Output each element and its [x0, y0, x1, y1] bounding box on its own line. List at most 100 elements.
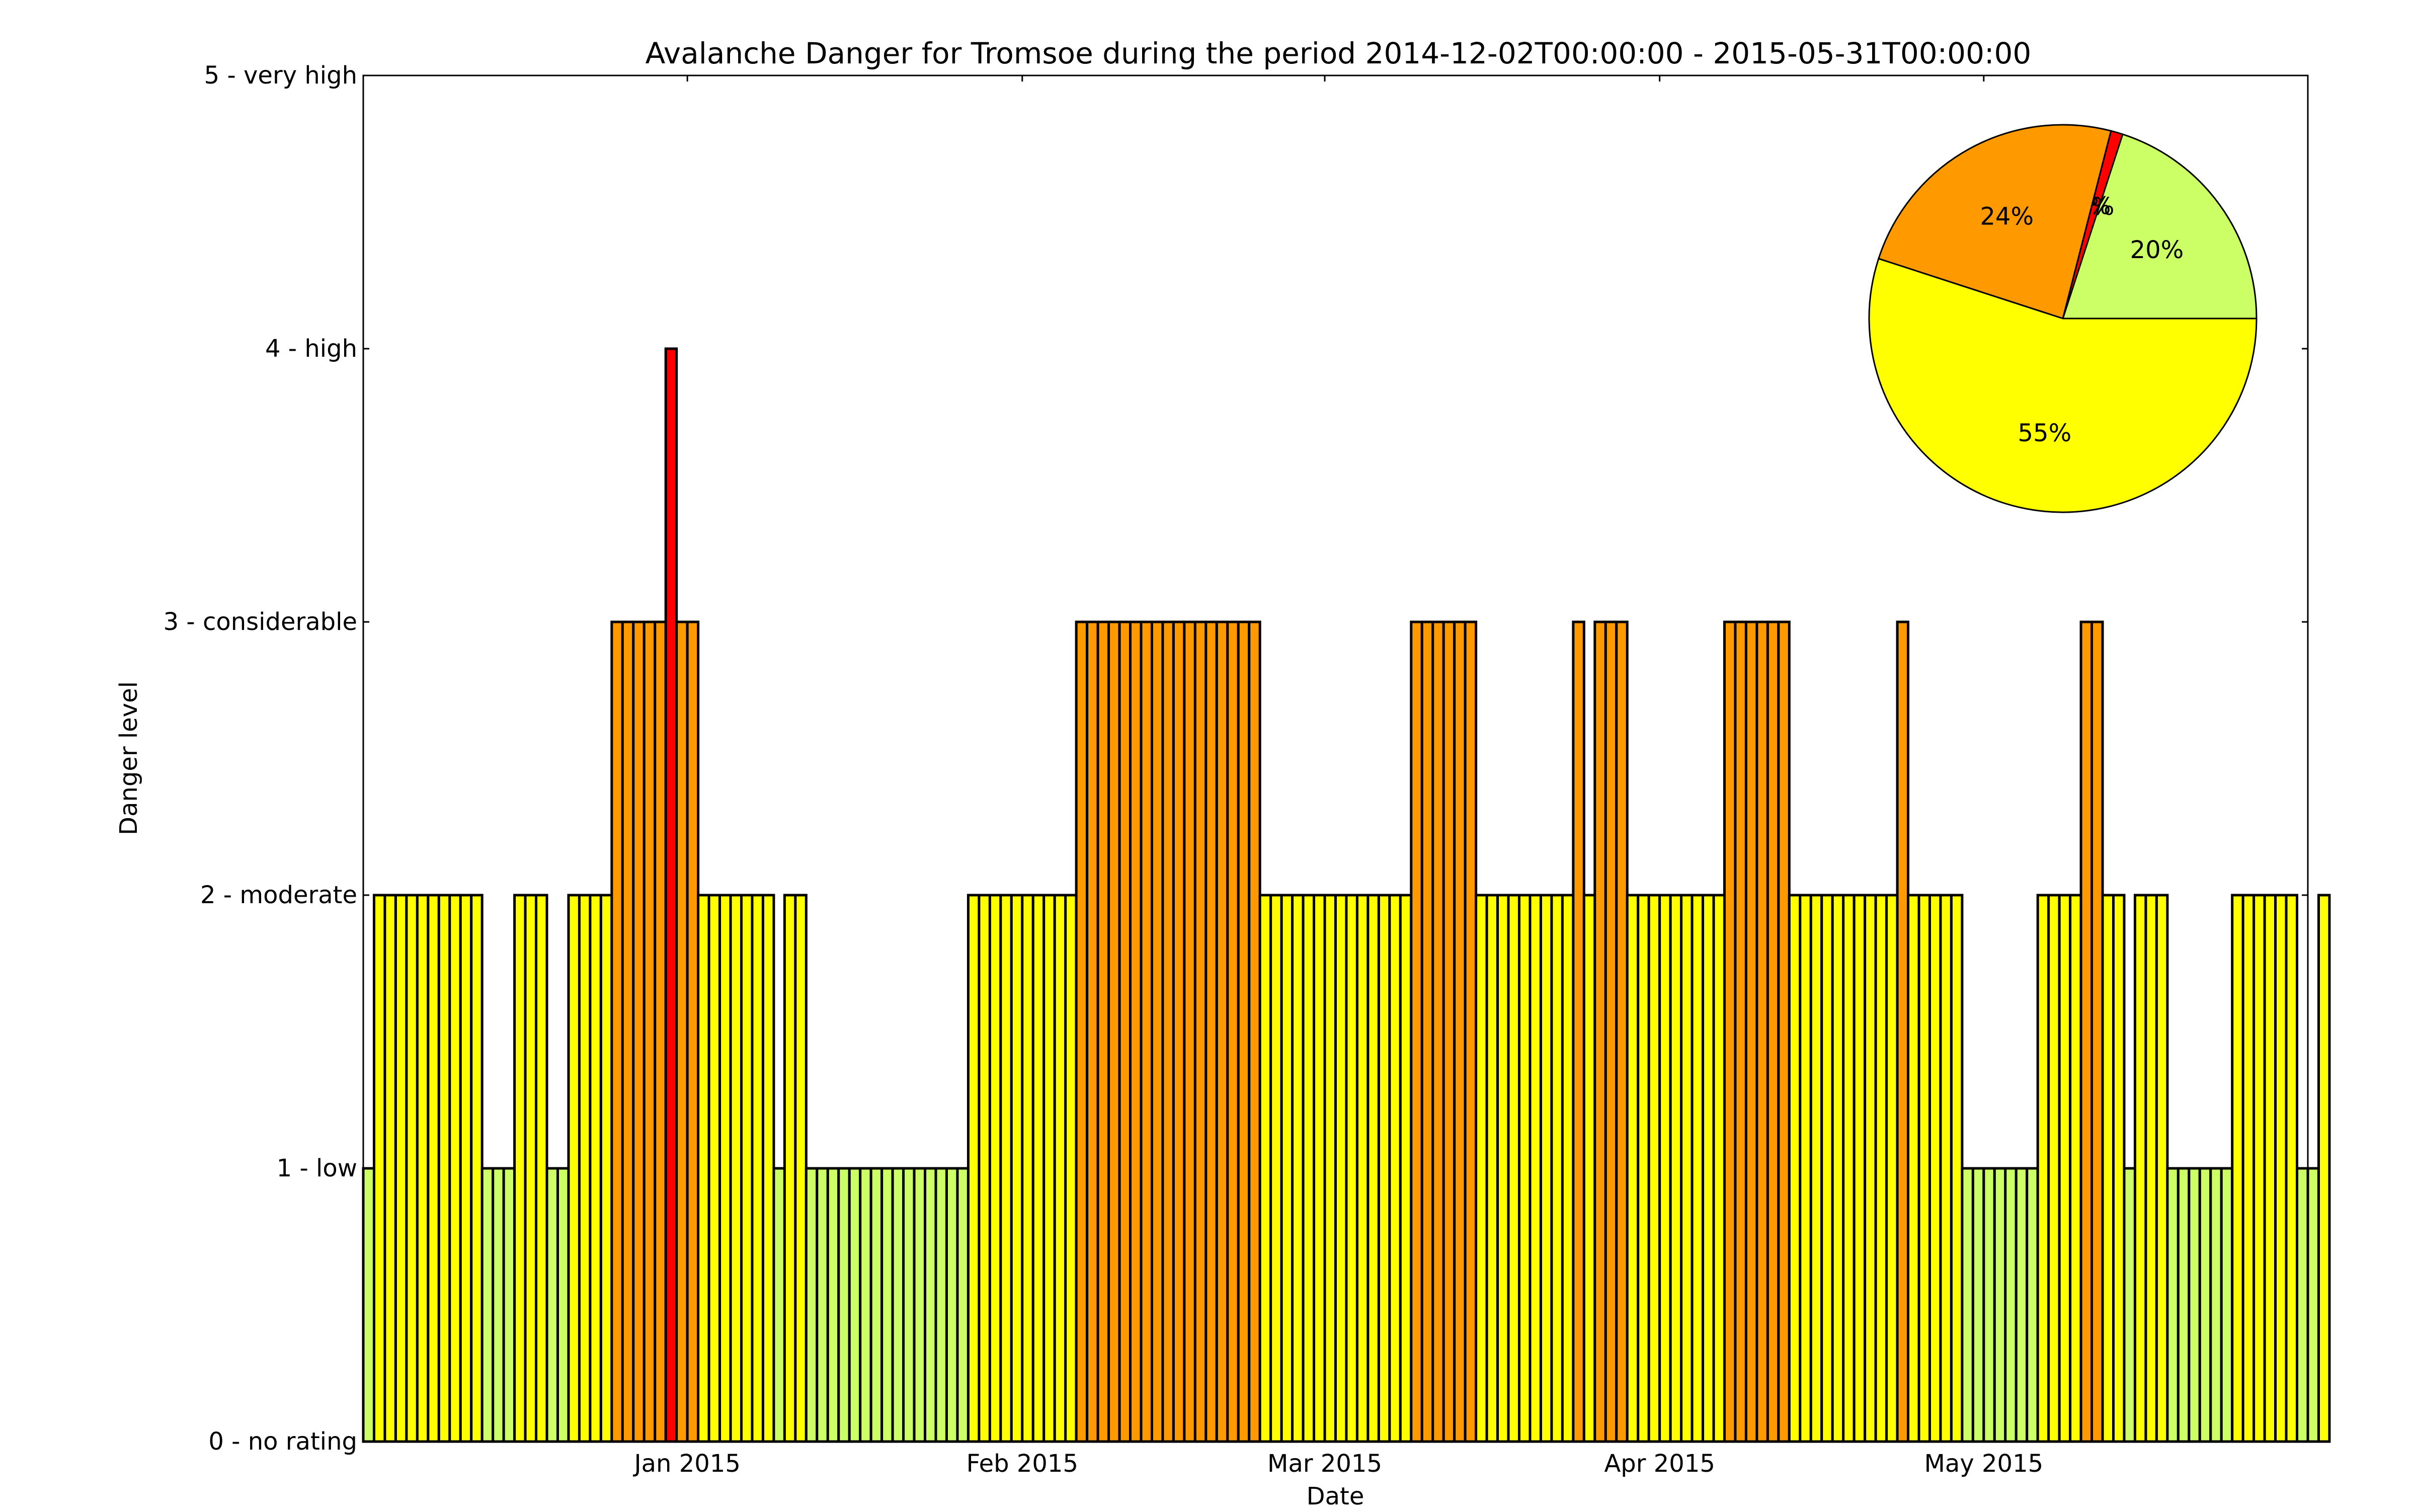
y-tick-label: 4 - high [265, 335, 357, 363]
bar [2079, 620, 2094, 1443]
bar [1129, 620, 1143, 1443]
x-tick-label: Apr 2015 [1604, 1450, 1715, 1478]
bar [1442, 620, 1456, 1443]
y-tick-label: 1 - low [277, 1154, 357, 1182]
bar [1744, 620, 1758, 1443]
bar [761, 894, 775, 1443]
bar [1226, 620, 1240, 1443]
bar [1712, 894, 1726, 1443]
y-axis-label: Danger level [115, 681, 143, 835]
bar [1485, 894, 1499, 1443]
bar [2036, 894, 2050, 1443]
pie-slice-label: 24% [1980, 203, 2034, 231]
bar [1075, 620, 1089, 1443]
bar [783, 894, 797, 1443]
bar [718, 894, 732, 1443]
bar [1777, 620, 1791, 1443]
bar [2231, 894, 2244, 1443]
bar [610, 620, 624, 1443]
bar [891, 1167, 905, 1443]
bar [1637, 894, 1650, 1443]
bar [1280, 894, 1294, 1443]
bar [1669, 894, 1683, 1443]
bar [1809, 894, 1823, 1443]
bar [1496, 894, 1510, 1443]
bar [1388, 894, 1402, 1443]
bar [1691, 894, 1705, 1443]
bar [2198, 1167, 2212, 1443]
bar [1593, 620, 1607, 1443]
bar [1010, 894, 1024, 1443]
bar [492, 1167, 505, 1443]
bar [859, 1167, 872, 1443]
bar [1539, 894, 1553, 1443]
bar [1053, 894, 1067, 1443]
bar [642, 620, 657, 1443]
bar [437, 894, 451, 1443]
bar [1313, 894, 1326, 1443]
bar [427, 894, 440, 1443]
bar [772, 1167, 786, 1443]
bar [902, 1167, 916, 1443]
bar [524, 894, 538, 1443]
bar [1518, 894, 1532, 1443]
bar [1118, 620, 1132, 1443]
bar [2220, 1167, 2234, 1443]
bar [578, 894, 592, 1443]
bar [794, 894, 808, 1443]
bar [1755, 620, 1769, 1443]
bar [956, 1167, 970, 1443]
pie-slice [1868, 258, 2258, 513]
bar [2241, 894, 2256, 1443]
bar [1550, 894, 1564, 1443]
bar [599, 894, 613, 1443]
bar [1302, 894, 1316, 1443]
bar [513, 894, 527, 1443]
bar [1042, 894, 1056, 1443]
bar [502, 1167, 516, 1443]
bar [632, 620, 646, 1443]
bar [1345, 894, 1358, 1443]
bar [1172, 620, 1186, 1443]
bar [1258, 894, 1272, 1443]
bar [880, 1167, 894, 1443]
bar [589, 894, 602, 1443]
bar [1140, 620, 1153, 1443]
bar [697, 894, 710, 1443]
bar [1161, 620, 1175, 1443]
bar [1766, 620, 1780, 1443]
bar [1237, 620, 1251, 1443]
bar [1096, 620, 1110, 1443]
bar [1323, 894, 1337, 1443]
x-tick-label: Jan 2015 [632, 1450, 740, 1478]
bar [1723, 620, 1737, 1443]
bar [1420, 620, 1434, 1443]
chart-title: Avalanche Danger for Tromsoe during the … [646, 36, 2032, 70]
bar [545, 1167, 559, 1443]
y-tick-label: 2 - moderate [200, 881, 357, 909]
bar [2263, 894, 2277, 1443]
bar [1734, 620, 1747, 1443]
pie-slice [2061, 133, 2258, 320]
bar [2015, 1167, 2029, 1443]
y-tick-label: 0 - no rating [208, 1427, 357, 1456]
bar [1334, 894, 1348, 1443]
bar [1982, 1167, 1996, 1443]
bar [1507, 894, 1521, 1443]
bar [1248, 620, 1261, 1443]
bar [2188, 1167, 2201, 1443]
bar [2274, 894, 2288, 1443]
bar [1064, 894, 1078, 1443]
bar [556, 1167, 570, 1443]
bar [1355, 894, 1370, 1443]
bar [1561, 894, 1575, 1443]
bar [1907, 894, 1920, 1443]
bar [751, 894, 764, 1443]
bar [2058, 894, 2072, 1443]
bar [2004, 1167, 2018, 1443]
bar [1366, 894, 1380, 1443]
bar [2317, 894, 2331, 1443]
bar [1961, 1167, 1974, 1443]
